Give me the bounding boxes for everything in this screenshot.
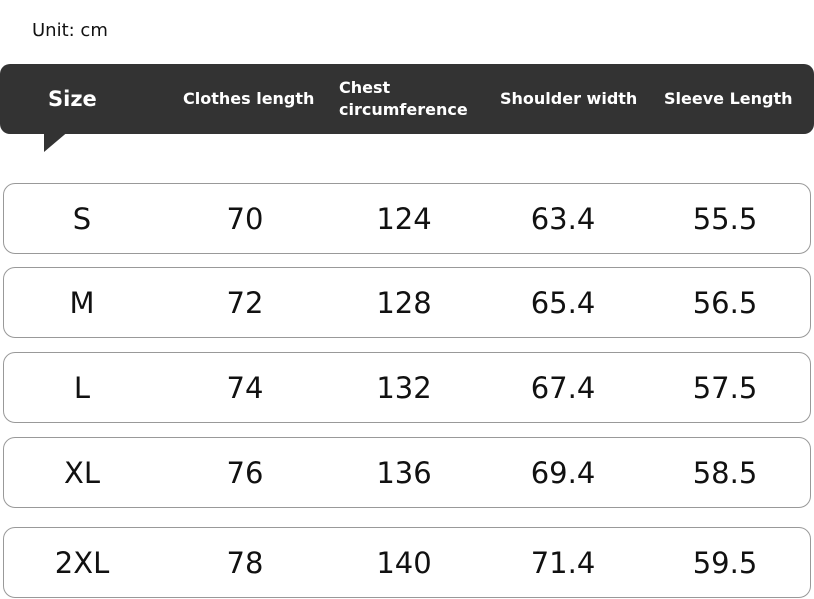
table-cell: 56.5 — [692, 285, 758, 320]
table-cell: 74 — [226, 370, 264, 405]
table-row: L 74 132 67.4 57.5 — [3, 352, 811, 423]
table-cell: 57.5 — [692, 370, 758, 405]
table-cell: 65.4 — [530, 285, 596, 320]
table-cell: XL — [63, 455, 101, 490]
table-cell: 72 — [226, 285, 264, 320]
header-cell: Shoulder width — [500, 89, 638, 108]
table-cell: 69.4 — [530, 455, 596, 490]
table-cell: 136 — [376, 455, 432, 490]
table-cell: 140 — [376, 545, 432, 580]
table-cell: 78 — [226, 545, 264, 580]
table-cell: 63.4 — [530, 201, 596, 236]
table-cell: 76 — [226, 455, 264, 490]
table-row: S 70 124 63.4 55.5 — [3, 183, 811, 254]
table-cell: 59.5 — [692, 545, 758, 580]
table-cell: 124 — [376, 201, 432, 236]
table-cell: M — [69, 285, 95, 320]
table-cell: L — [73, 370, 91, 405]
table-cell: 132 — [376, 370, 432, 405]
header-pointer — [44, 130, 70, 152]
header-cell: Sleeve Length — [664, 89, 793, 108]
table-row: M 72 128 65.4 56.5 — [3, 267, 811, 338]
table-cell: 128 — [376, 285, 432, 320]
table-cell: 71.4 — [530, 545, 596, 580]
table-cell: 58.5 — [692, 455, 758, 490]
table-row: 2XL 78 140 71.4 59.5 — [3, 527, 811, 598]
header-cell: Size — [48, 87, 97, 111]
header-cell: Clothes length — [183, 89, 315, 108]
header-cell: Chest circumference — [339, 78, 468, 119]
table-cell: 70 — [226, 201, 264, 236]
table-row: XL 76 136 69.4 58.5 — [3, 437, 811, 508]
table-header: Size Clothes length Chest circumference Sho… — [0, 64, 814, 134]
table-cell: 55.5 — [692, 201, 758, 236]
unit-label: Unit: cm — [32, 20, 108, 41]
table-cell: 2XL — [54, 545, 110, 580]
table-cell: S — [72, 201, 92, 236]
table-cell: 67.4 — [530, 370, 596, 405]
